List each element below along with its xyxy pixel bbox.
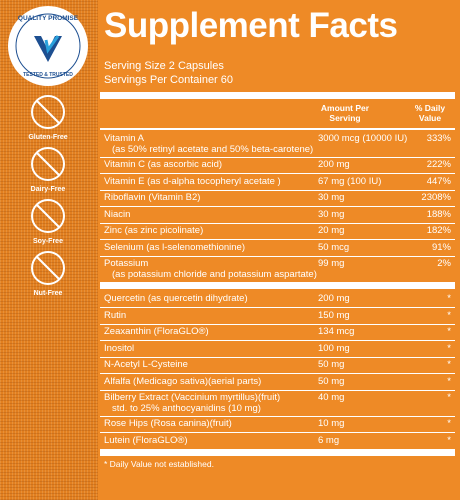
rule — [100, 356, 455, 358]
facts-panel: Supplement Facts Serving Size 2 Capsules… — [100, 0, 455, 500]
daily-value: * — [447, 309, 451, 321]
amount: 99 mg — [318, 258, 345, 269]
nutrient-name: Bilberry Extract (Vaccinium myrtillus)(f… — [104, 392, 281, 403]
amount: 200 mg — [318, 293, 350, 304]
icon-label: Nut-Free — [34, 290, 63, 297]
daily-value: 222% — [426, 159, 451, 170]
nutrient-name: N-Acetyl L-Cysteine — [104, 359, 188, 370]
daily-value: * — [447, 326, 451, 337]
amount: 50 mcg — [318, 241, 350, 253]
icon-label: Soy-Free — [33, 238, 63, 245]
amount-header: Amount Per Serving — [320, 103, 370, 123]
amount: 134 mcg — [318, 326, 355, 337]
daily-value: 2308% — [421, 192, 451, 203]
nutrient-name: Inositol — [104, 342, 135, 354]
daily-value: 447% — [426, 175, 451, 187]
rule — [100, 307, 455, 308]
nutrient-name: Riboflavin (Vitamin B2) — [104, 192, 201, 203]
icon-slash — [36, 256, 60, 280]
daily-value: * — [447, 359, 451, 370]
icon-circle — [31, 251, 65, 285]
amount: 100 mg — [318, 342, 350, 354]
badges: QUALITY PROMISE TESTED & TRUSTED Gluten-… — [8, 6, 88, 297]
nutrient-detail: (as potassium chloride and potassium asp… — [112, 269, 317, 280]
quality-bottom: TESTED & TRUSTED — [23, 72, 73, 78]
amount: 6 mg — [318, 434, 340, 446]
rule — [100, 173, 455, 174]
icon-slash — [36, 152, 60, 176]
rule — [100, 340, 455, 341]
amount: 50 mg — [318, 375, 345, 387]
daily-value: 333% — [426, 133, 451, 144]
icon-circle — [31, 147, 65, 181]
nutrient-name: Niacin — [104, 208, 131, 220]
amount: 50 mg — [318, 359, 345, 370]
quality-ring — [15, 13, 81, 79]
rule — [100, 389, 455, 391]
thick-rule — [100, 92, 455, 99]
daily-value: * — [447, 392, 451, 403]
serving-size: Serving Size 2 Capsules — [104, 60, 224, 72]
daily-value: 188% — [426, 208, 451, 220]
amount: 10 mg — [318, 418, 345, 429]
nutrient-name: Potassium — [104, 258, 149, 269]
daily-value: * — [447, 434, 451, 446]
nutrient-name: Lutein (FloraGLO®) — [104, 434, 188, 446]
daily-value: * — [447, 342, 451, 354]
rule — [100, 156, 455, 158]
icon-label: Gluten-Free — [28, 134, 67, 141]
quality-check — [44, 35, 60, 54]
daily-value: * — [447, 293, 451, 304]
nutrient-name: Vitamin E (as d-alpha tocopheryl acetate… — [104, 175, 281, 187]
amount: 30 mg — [318, 208, 345, 220]
amount: 40 mg — [318, 392, 345, 403]
daily-value: 91% — [431, 241, 451, 253]
thick-rule — [100, 449, 455, 456]
icon-circle — [31, 199, 65, 233]
amount: 200 mg — [318, 159, 350, 170]
rule — [100, 206, 455, 207]
rule — [100, 189, 455, 191]
nutrient-detail: (as 50% retinyl acetate and 50% beta-car… — [112, 144, 314, 155]
amount: 30 mg — [318, 192, 345, 203]
nutrient-name: Zinc (as zinc picolinate) — [104, 225, 204, 236]
rule — [100, 239, 455, 240]
icon-label: Dairy-Free — [31, 186, 66, 193]
nutrient-name: Alfalfa (Medicago sativa)(aerial parts) — [104, 375, 262, 387]
rule — [100, 222, 455, 224]
dv-header: % Daily Value — [414, 103, 446, 123]
servings-per-container: Servings Per Container 60 — [104, 74, 234, 86]
nutrient-name: Vitamin C (as ascorbic acid) — [104, 159, 223, 170]
nutrient-name: Vitamin A — [104, 133, 144, 144]
nutrient-name: Rose Hips (Rosa canina)(fruit) — [104, 418, 232, 429]
daily-value: 182% — [426, 225, 451, 236]
amount: 20 mg — [318, 225, 345, 236]
rule — [100, 373, 455, 374]
daily-value: 2% — [437, 258, 451, 269]
daily-value: * — [447, 375, 451, 387]
nutrient-name: Selenium (as l-selenomethionine) — [104, 241, 245, 253]
nutrient-name: Rutin — [104, 309, 127, 321]
amount: 150 mg — [318, 309, 350, 321]
quality-top: QUALITY PROMISE — [18, 15, 79, 22]
daily-value: * — [447, 418, 451, 429]
icon-slash — [36, 100, 60, 124]
icon-slash — [36, 204, 60, 228]
nutrient-name: Quercetin (as quercetin dihydrate) — [104, 293, 248, 304]
amount: 67 mg (100 IU) — [318, 175, 382, 187]
thick-rule — [100, 282, 455, 289]
rule — [100, 323, 455, 325]
amount: 3000 mcg (10000 IU) — [318, 133, 408, 144]
nutrient-detail: std. to 25% anthocyanidins (10 mg) — [112, 403, 261, 414]
icon-circle — [31, 95, 65, 129]
rule — [100, 255, 455, 257]
rule — [100, 415, 455, 417]
title: Supplement Facts — [104, 6, 398, 45]
rule — [100, 128, 455, 130]
nutrient-name: Zeaxanthin (FloraGLO®) — [104, 326, 209, 337]
footnote: * Daily Value not established. — [104, 459, 214, 469]
rule — [100, 432, 455, 433]
